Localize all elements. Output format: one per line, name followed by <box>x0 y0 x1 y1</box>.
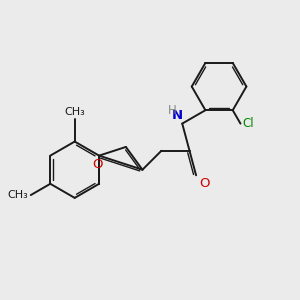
Text: H: H <box>168 103 177 116</box>
Text: O: O <box>200 177 210 190</box>
Text: O: O <box>92 158 103 172</box>
Text: CH₃: CH₃ <box>64 107 85 117</box>
Text: CH₃: CH₃ <box>8 190 29 200</box>
Text: N: N <box>172 109 183 122</box>
Text: Cl: Cl <box>243 117 254 130</box>
